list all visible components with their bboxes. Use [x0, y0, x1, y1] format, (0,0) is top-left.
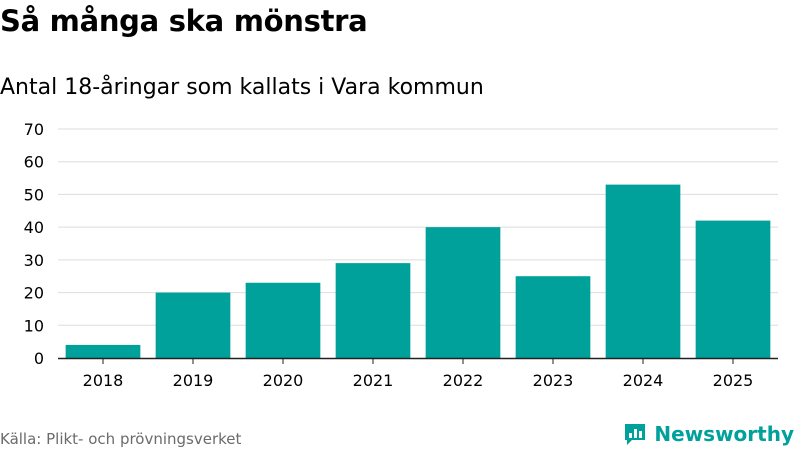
- bar-2023: [515, 276, 591, 358]
- bar-2019: [155, 292, 231, 358]
- brand-name: Newsworthy: [654, 422, 794, 446]
- x-tick-label-2023: 2023: [533, 371, 574, 390]
- chart-title: Så många ska mönstra: [0, 4, 368, 38]
- x-tick-label-2022: 2022: [443, 371, 484, 390]
- y-tick-label-50: 50: [24, 185, 44, 204]
- brand-logo[interactable]: Newsworthy: [622, 420, 794, 448]
- bar-2022: [425, 227, 501, 358]
- x-tick-label-2020: 2020: [263, 371, 304, 390]
- y-tick-label-0: 0: [34, 349, 44, 368]
- y-tick-label-60: 60: [24, 153, 44, 172]
- y-tick-label-30: 30: [24, 251, 44, 270]
- newsworthy-logo-icon: [625, 424, 646, 445]
- y-tick-label-40: 40: [24, 218, 44, 237]
- bar-2021: [335, 263, 411, 358]
- bar-2024: [605, 184, 681, 358]
- x-tick-label-2025: 2025: [713, 371, 754, 390]
- x-tick-label-2019: 2019: [173, 371, 214, 390]
- y-tick-label-70: 70: [24, 120, 44, 139]
- bar-2025: [695, 220, 771, 358]
- bar-2018: [65, 344, 141, 358]
- y-tick-label-20: 20: [24, 284, 44, 303]
- chart-subtitle: Antal 18-åringar som kallats i Vara komm…: [0, 75, 484, 100]
- x-tick-label-2024: 2024: [623, 371, 664, 390]
- y-tick-label-10: 10: [24, 316, 44, 335]
- x-tick-label-2021: 2021: [353, 371, 394, 390]
- bar-chart: 0 10 20 30 40 50 60 70 2018 2019 2020 2021 2022 2023 2…: [24, 120, 778, 390]
- x-tick-label-2018: 2018: [83, 371, 124, 390]
- source-note: Källa: Plikt- och prövningsverket: [0, 430, 242, 448]
- bar-2020: [245, 282, 321, 358]
